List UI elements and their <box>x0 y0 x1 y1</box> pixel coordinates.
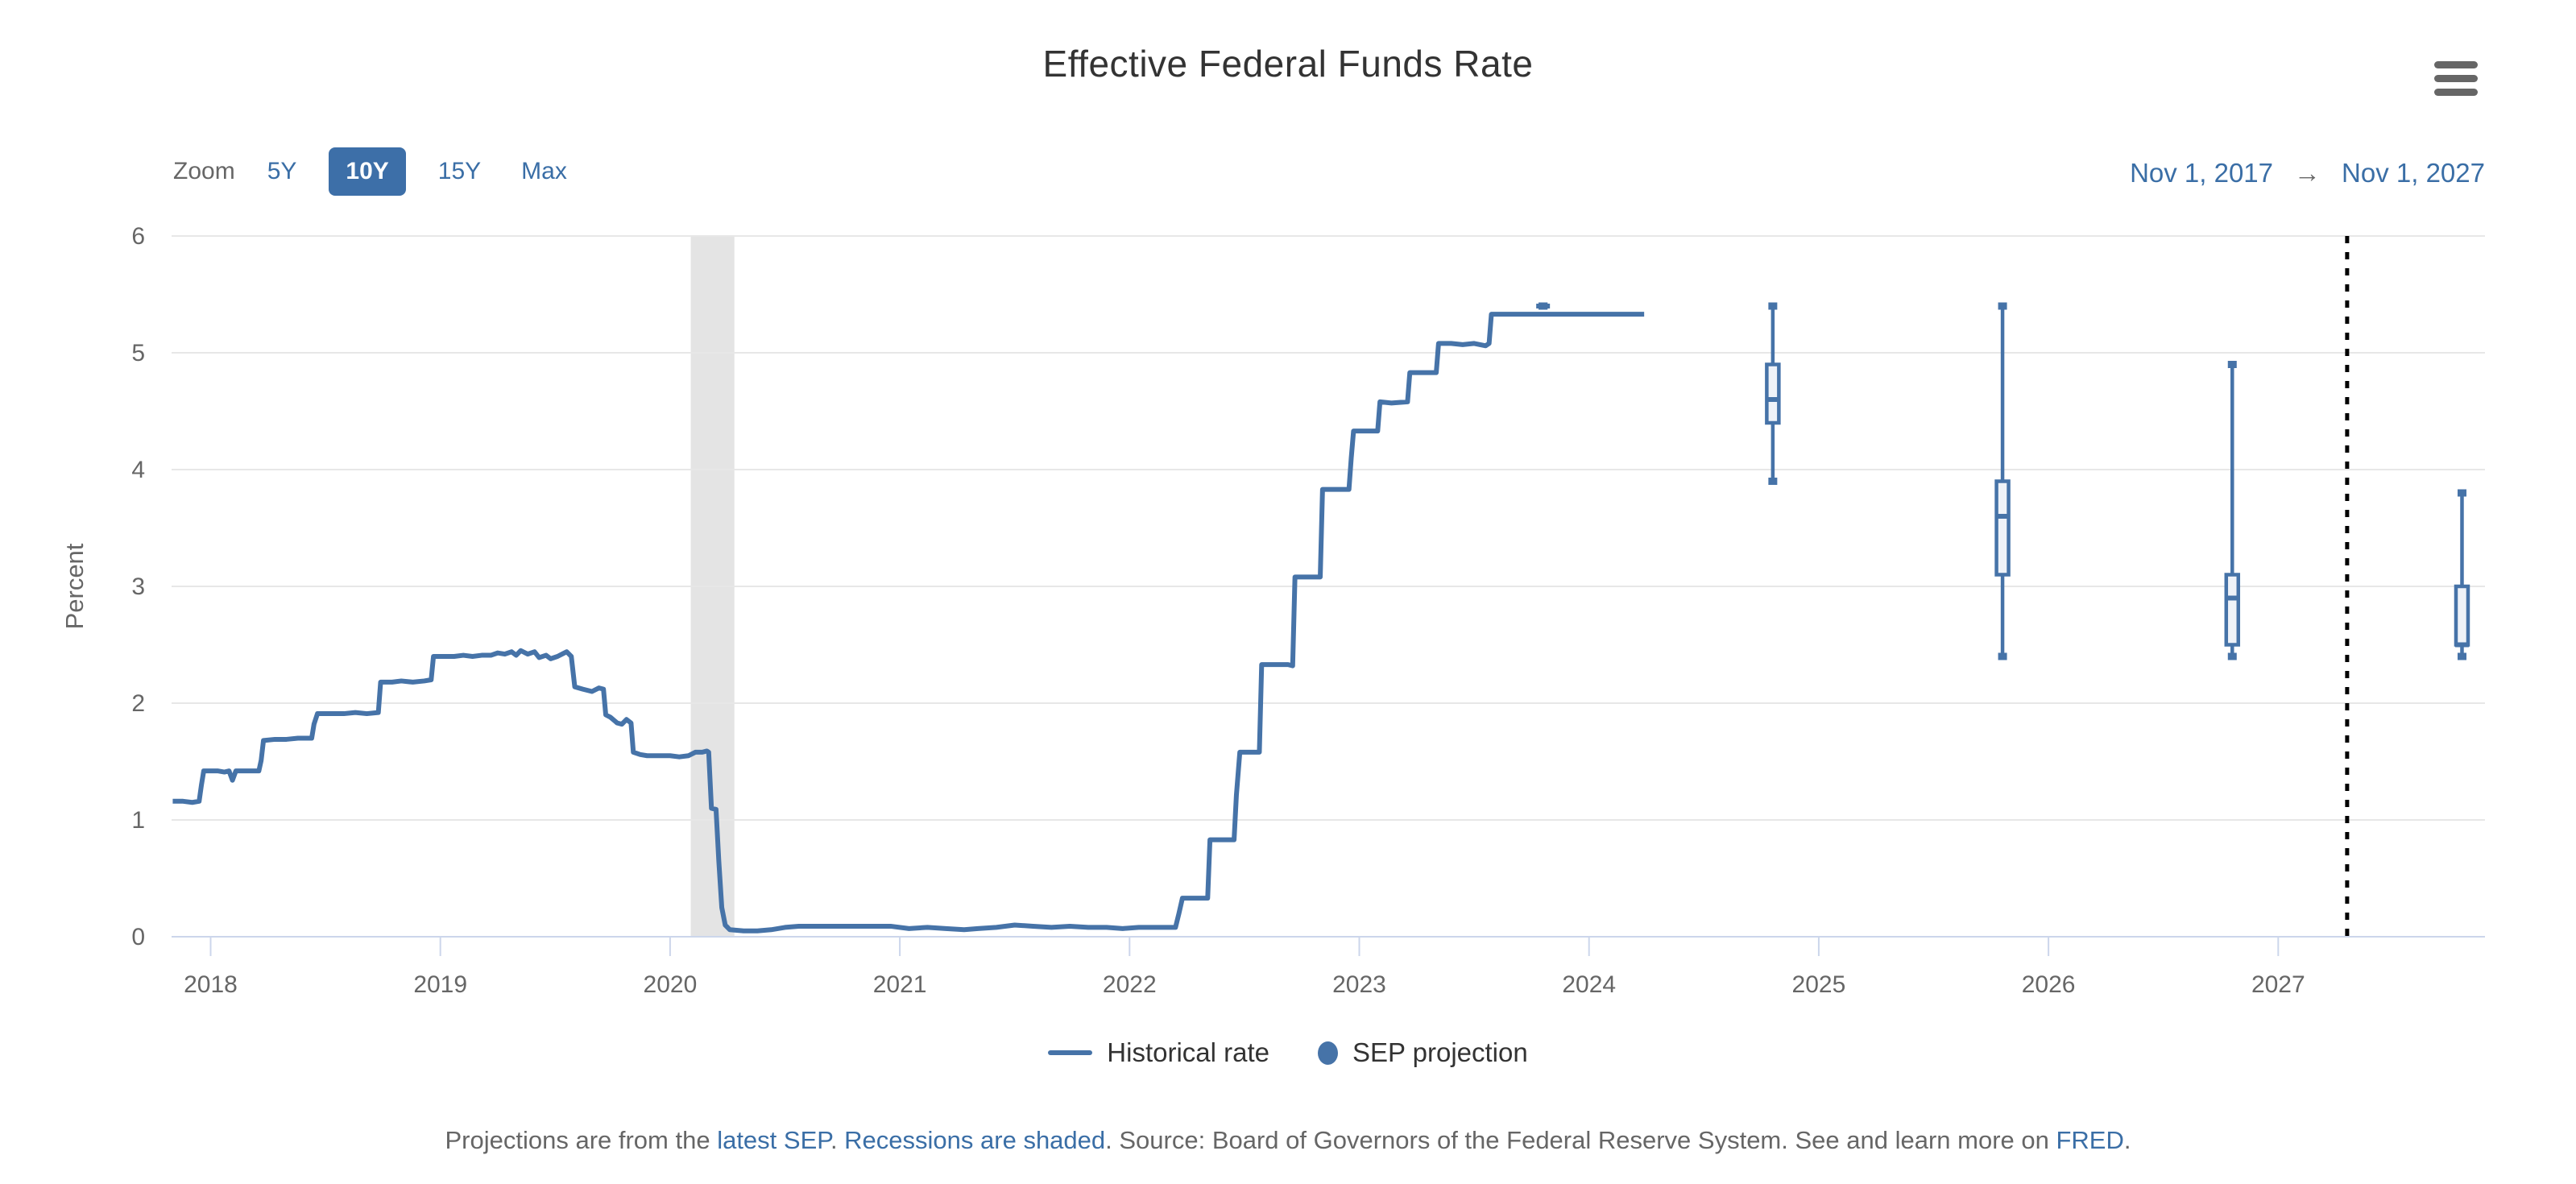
x-axis: 2018 2019 2020 2021 2022 2023 2024 2025 2026 2027 <box>172 936 2485 998</box>
x-tick-label: 2018 <box>184 971 238 998</box>
range-button-5y[interactable]: 5Y <box>267 158 297 184</box>
y-tick-label: 2 <box>131 690 145 717</box>
footer-text: . <box>830 1126 845 1154</box>
y-tick-label: 4 <box>131 457 145 483</box>
footer-text: . <box>2123 1126 2131 1154</box>
legend-label: Historical rate <box>1107 1037 1270 1067</box>
historical-rate-line[interactable] <box>172 312 1645 934</box>
zoom-label: Zoom <box>173 158 235 184</box>
legend-item-historical-rate[interactable]: Historical rate <box>1048 1037 1269 1068</box>
gridlines: 0 1 2 3 4 5 6 <box>131 223 2485 950</box>
hamburger-icon <box>2434 61 2479 96</box>
range-group: 5Y 10Y 15Y Max <box>259 147 575 196</box>
date-from[interactable]: Nov 1, 2017 <box>2130 158 2274 188</box>
legend-label: SEP projection <box>1352 1037 1528 1067</box>
y-axis-title: Percent <box>60 543 89 629</box>
x-tick-label: 2025 <box>1792 971 1846 998</box>
chart-legend: Historical rate SEP projection <box>0 1037 2576 1068</box>
x-tick-label: 2022 <box>1103 971 1157 998</box>
range-button-max[interactable]: Max <box>521 158 567 184</box>
latest-sep-link[interactable]: latest SEP <box>717 1126 830 1154</box>
range-button-10y[interactable]: 10Y <box>329 147 406 196</box>
circle-swatch-icon <box>1318 1041 1339 1065</box>
x-tick-label: 2024 <box>1562 971 1616 998</box>
x-tick-label: 2019 <box>413 971 467 998</box>
y-tick-label: 5 <box>131 340 145 366</box>
chart-menu-button[interactable] <box>2434 61 2479 97</box>
page-title: Effective Federal Funds Rate <box>1042 43 1534 85</box>
x-tick-label: 2023 <box>1332 971 1386 998</box>
x-tick-label: 2027 <box>2251 971 2305 998</box>
x-tick-label: 2020 <box>644 971 698 998</box>
footer-note: Projections are from the latest SEP. Rec… <box>0 1126 2576 1155</box>
legend-item-sep-projection[interactable]: SEP projection <box>1318 1037 1528 1068</box>
fred-link[interactable]: FRED <box>2056 1126 2124 1154</box>
x-tick-label: 2026 <box>2022 971 2076 998</box>
range-arrow-icon: → <box>2294 158 2321 188</box>
footer-text: Projections are from the <box>445 1126 718 1154</box>
recessions-shaded-link[interactable]: Recessions are shaded <box>844 1126 1106 1154</box>
footer-text: . Source: Board of Governors of the Fede… <box>1105 1126 2056 1154</box>
y-tick-label: 1 <box>131 807 145 834</box>
x-tick-label: 2021 <box>873 971 927 998</box>
sep-boxplots[interactable] <box>1536 302 2470 660</box>
line-swatch-icon <box>1048 1050 1093 1055</box>
y-tick-label: 6 <box>131 223 145 250</box>
y-tick-label: 0 <box>131 924 145 950</box>
y-tick-label: 3 <box>131 573 145 600</box>
zoom-toolbar: Zoom 5Y 10Y 15Y Max <box>173 147 575 197</box>
date-to[interactable]: Nov 1, 2027 <box>2342 158 2485 188</box>
date-range: Nov 1, 2017 → Nov 1, 2027 <box>2130 158 2485 188</box>
range-button-15y[interactable]: 15Y <box>437 158 482 184</box>
